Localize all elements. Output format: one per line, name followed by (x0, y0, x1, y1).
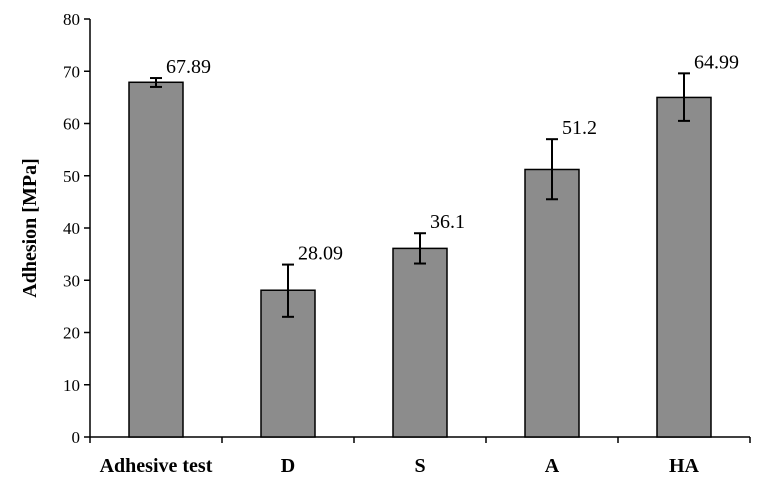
data-label: 64.99 (694, 51, 739, 73)
error-bars (150, 72, 690, 318)
y-tick-label: 70 (63, 62, 80, 81)
y-axis: 0 10 20 30 40 50 60 70 80 (63, 10, 91, 447)
data-label: 51.2 (562, 117, 597, 139)
y-tick-label: 60 (63, 115, 80, 134)
x-axis: Adhesive test D S A HA (89, 436, 751, 477)
x-tick-label: S (414, 455, 425, 477)
y-tick-label: 30 (63, 271, 80, 290)
bar (656, 96, 712, 438)
y-tick-label: 40 (63, 219, 80, 238)
data-label: 28.09 (298, 243, 343, 265)
y-tick-label: 0 (72, 428, 81, 447)
y-tick-label: 80 (63, 10, 80, 29)
x-tick-label: HA (669, 455, 700, 477)
bar (128, 81, 184, 438)
x-tick-label: A (545, 455, 560, 477)
x-tick-label: Adhesive test (100, 455, 213, 477)
bar (524, 168, 580, 438)
bar (392, 247, 448, 438)
data-labels: 67.89 28.09 36.1 51.2 64.99 (166, 51, 739, 264)
data-label: 36.1 (430, 211, 465, 233)
bars (128, 81, 712, 438)
data-label: 67.89 (166, 56, 211, 78)
y-tick-label: 10 (63, 376, 80, 395)
y-axis-title: Adhesion [MPa] (19, 158, 41, 297)
y-tick-label: 20 (63, 324, 80, 343)
y-tick-label: 50 (63, 167, 80, 186)
x-tick-label: D (281, 455, 295, 477)
